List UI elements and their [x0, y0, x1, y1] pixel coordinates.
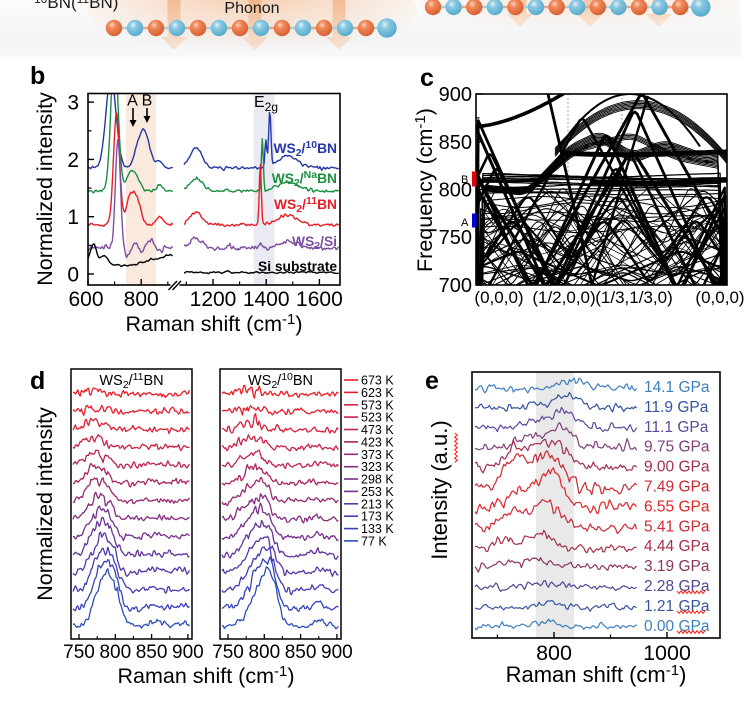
- svg-text:473 K: 473 K: [361, 423, 394, 437]
- svg-text:673 K: 673 K: [361, 374, 394, 388]
- svg-text:10BN(11BN): 10BN(11BN): [34, 0, 118, 12]
- svg-text:WS2/11BN: WS2/11BN: [99, 371, 163, 391]
- svg-text:Normalized intensity: Normalized intensity: [33, 407, 57, 601]
- svg-text:700: 700: [439, 275, 472, 297]
- svg-text:850: 850: [439, 132, 472, 154]
- svg-text:623 K: 623 K: [361, 386, 394, 400]
- svg-text:800: 800: [99, 642, 131, 663]
- svg-text:B: B: [461, 174, 468, 186]
- svg-text:373 K: 373 K: [361, 448, 394, 462]
- svg-text:323 K: 323 K: [361, 460, 394, 474]
- svg-text:b: b: [30, 62, 45, 90]
- svg-text:11.1 GPa: 11.1 GPa: [644, 419, 709, 436]
- svg-text:750: 750: [439, 227, 472, 249]
- svg-text:WS2/Si: WS2/Si: [292, 234, 337, 252]
- svg-text:800: 800: [248, 642, 280, 663]
- svg-text:7.49 GPa: 7.49 GPa: [644, 479, 710, 496]
- svg-text:77 K: 77 K: [361, 534, 387, 548]
- svg-text:900: 900: [172, 642, 204, 663]
- svg-text:Intensity (a.u.): Intensity (a.u.): [427, 420, 452, 559]
- svg-text:750: 750: [63, 642, 95, 663]
- svg-text:1400: 1400: [243, 288, 290, 311]
- svg-text:Raman shift (cm-1): Raman shift (cm-1): [117, 663, 294, 688]
- svg-text:Normalized intensity: Normalized intensity: [33, 92, 57, 286]
- svg-text:Raman shift (cm-1): Raman shift (cm-1): [125, 311, 302, 336]
- svg-text:11.9 GPa: 11.9 GPa: [644, 399, 709, 416]
- svg-text:(1/2,0,0): (1/2,0,0): [532, 288, 595, 307]
- svg-text:3.19 GPa: 3.19 GPa: [644, 558, 710, 575]
- svg-text:800: 800: [124, 288, 159, 311]
- svg-text:c: c: [420, 64, 434, 92]
- svg-text:5.41 GPa: 5.41 GPa: [644, 518, 710, 535]
- svg-text:3: 3: [67, 92, 79, 115]
- svg-text:d: d: [30, 367, 45, 395]
- svg-text:213 K: 213 K: [361, 497, 394, 511]
- svg-text:253 K: 253 K: [361, 485, 394, 499]
- svg-text:(0,0,0): (0,0,0): [474, 288, 523, 307]
- svg-text:0: 0: [67, 264, 79, 287]
- svg-text:133 K: 133 K: [361, 522, 394, 536]
- svg-text:900: 900: [321, 642, 353, 663]
- svg-text:573 K: 573 K: [361, 398, 394, 412]
- svg-text:4.44 GPa: 4.44 GPa: [644, 538, 710, 555]
- svg-text:523 K: 523 K: [361, 411, 394, 425]
- svg-text:Raman shift (cm-1): Raman shift (cm-1): [506, 662, 687, 687]
- svg-text:2: 2: [67, 149, 79, 172]
- svg-text:750: 750: [212, 642, 244, 663]
- svg-text:800: 800: [536, 641, 572, 665]
- svg-text:WS2/11BN: WS2/11BN: [274, 195, 337, 215]
- svg-text:WS2/10BN: WS2/10BN: [248, 371, 313, 391]
- svg-text:Phonon: Phonon: [224, 0, 279, 17]
- svg-text:1: 1: [67, 206, 79, 229]
- svg-text:850: 850: [136, 642, 168, 663]
- svg-text:e: e: [425, 367, 439, 395]
- svg-text:A: A: [461, 217, 469, 229]
- svg-text:1600: 1600: [296, 288, 343, 311]
- svg-text:WS2/10BN: WS2/10BN: [273, 139, 337, 159]
- svg-text:173 K: 173 K: [361, 510, 394, 524]
- svg-text:14.1 GPa: 14.1 GPa: [644, 379, 710, 396]
- svg-text:B: B: [142, 93, 153, 110]
- svg-text:WS2/NaBN: WS2/NaBN: [272, 169, 337, 189]
- svg-text:900: 900: [439, 84, 472, 106]
- svg-text:298 K: 298 K: [361, 473, 394, 487]
- svg-text:A: A: [127, 93, 138, 110]
- svg-text:(0,0,0): (0,0,0): [695, 288, 744, 307]
- svg-text:600: 600: [68, 288, 103, 311]
- svg-text:1200: 1200: [190, 288, 237, 311]
- svg-text:800: 800: [439, 180, 472, 202]
- svg-text:850: 850: [285, 642, 317, 663]
- svg-text:(1/3,1/3,0): (1/3,1/3,0): [595, 288, 673, 307]
- svg-text:Frequency (cm-1): Frequency (cm-1): [412, 108, 437, 272]
- svg-text:Si substrate: Si substrate: [258, 259, 337, 274]
- svg-text:6.55 GPa: 6.55 GPa: [644, 498, 710, 515]
- svg-text:1000: 1000: [643, 641, 691, 665]
- svg-text:9.75 GPa: 9.75 GPa: [644, 439, 710, 456]
- svg-text:9.00 GPa: 9.00 GPa: [644, 459, 710, 476]
- svg-text:423 K: 423 K: [361, 435, 394, 449]
